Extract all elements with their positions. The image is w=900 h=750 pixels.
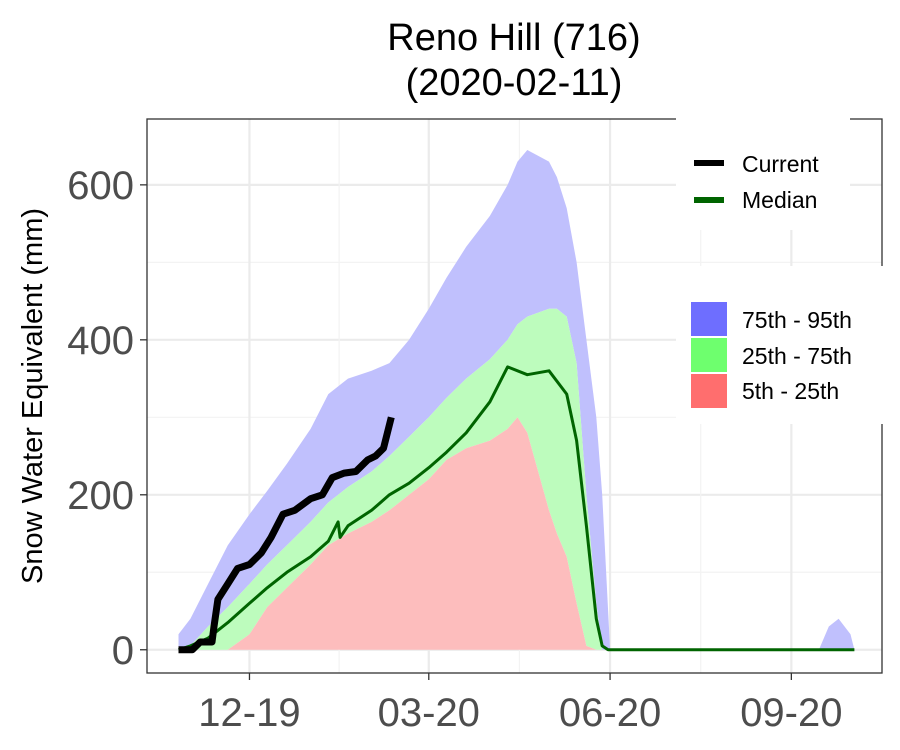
legend-5-25-key xyxy=(691,374,727,408)
series-median-line xyxy=(178,365,855,652)
legend-75-95-key xyxy=(691,302,727,336)
series-lines xyxy=(178,365,855,654)
y-axis-label: Snow Water Equivalent (mm) xyxy=(17,208,49,584)
x-tick-label: 06-20 xyxy=(559,691,661,735)
legend-25-75-label: 25th - 75th xyxy=(742,343,852,369)
series-current-line xyxy=(178,416,395,654)
legend-current-label: Current xyxy=(742,151,819,177)
legend-bands: 75th - 95th 25th - 75th 5th - 25th xyxy=(676,266,886,424)
y-tick-label: 0 xyxy=(112,629,134,673)
y-axis-ticks: 0 200 400 600 xyxy=(67,164,147,673)
x-tick-label: 09-20 xyxy=(740,691,842,735)
legend-lines-background xyxy=(676,112,850,230)
legend-median-label: Median xyxy=(742,187,817,213)
legend-5-25-label: 5th - 25th xyxy=(742,378,839,404)
x-axis-ticks: 12-19 03-20 06-20 09-20 xyxy=(198,673,843,735)
y-tick-label: 200 xyxy=(67,474,134,518)
y-tick-label: 600 xyxy=(67,164,134,208)
legend-75-95-label: 75th - 95th xyxy=(742,307,852,333)
percentile-bands xyxy=(178,150,855,650)
chart-title-line-2: (2020-02-11) xyxy=(406,62,623,104)
x-tick-label: 03-20 xyxy=(378,691,480,735)
legend-25-75-key xyxy=(691,338,727,372)
band-5-25 xyxy=(178,417,855,650)
chart-title-line-1: Reno Hill (716) xyxy=(387,17,640,59)
y-tick-label: 400 xyxy=(67,319,134,363)
band-25-75 xyxy=(178,308,855,650)
legend-lines: Current Median xyxy=(676,112,850,230)
x-tick-label: 12-19 xyxy=(198,691,300,735)
band-75-95 xyxy=(178,150,855,650)
